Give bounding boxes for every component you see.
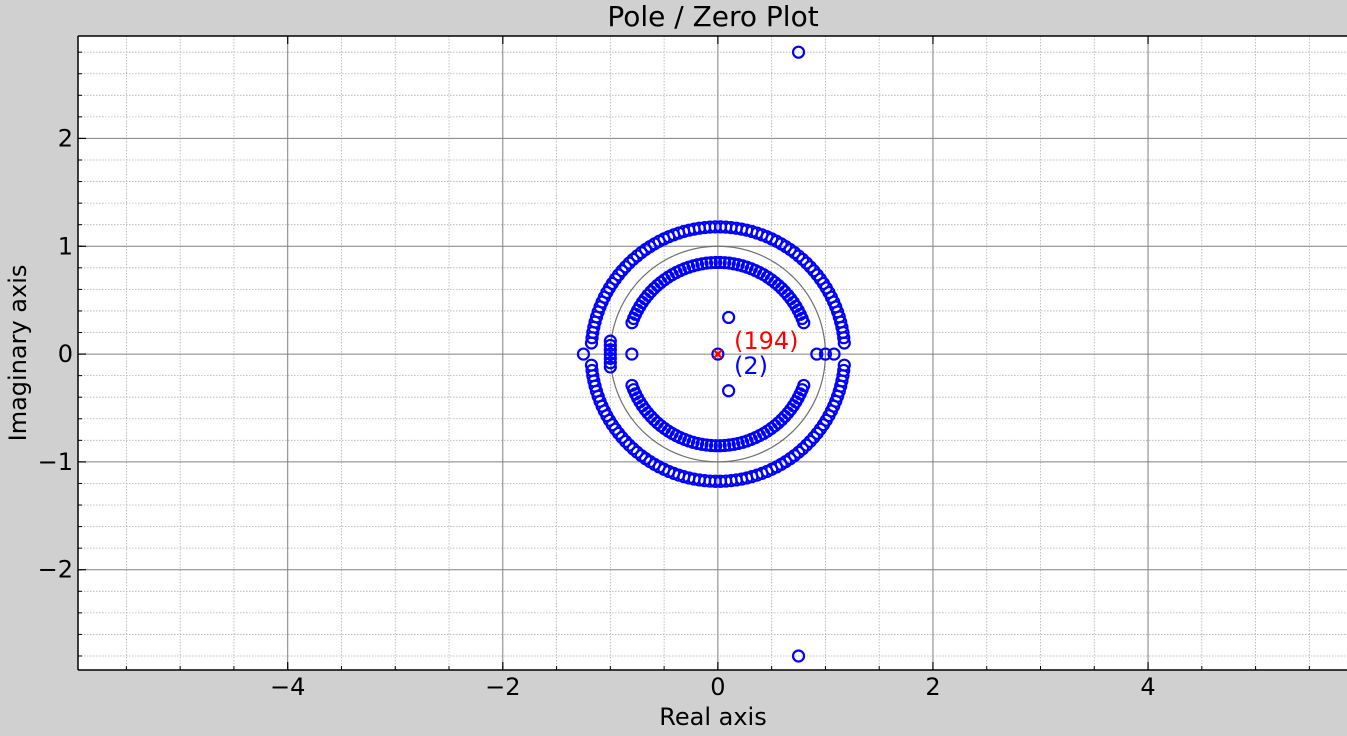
pole-marker [713,349,723,359]
zero-marker [810,347,824,361]
chart-title: Pole / Zero Plot [607,0,818,33]
zero-marker [585,331,599,345]
zero-marker [722,256,736,270]
zero-marker [584,336,599,350]
y-tick-label: 2 [58,124,73,152]
zero-marker [603,334,617,348]
zero-marker [807,264,821,278]
zero-marker [625,378,639,393]
y-tick-label: 1 [58,232,73,260]
zeros-layer [576,45,851,663]
zero-marker [603,343,617,357]
y-tick-label: −2 [38,556,73,584]
zero-marker [799,256,814,270]
zero-marker [584,358,599,372]
zero-marker [803,260,817,274]
zero-marker [618,434,633,448]
zero-marker [818,347,833,361]
zero-marker [704,256,718,270]
zero-marker [713,255,727,270]
zero-marker [603,347,617,361]
x-tick-label: 4 [1140,673,1155,701]
zero-marker [603,351,617,365]
unit-circle [609,245,827,463]
zero-marker [585,363,599,378]
zero-marker [807,430,821,445]
zero-marker [576,347,591,361]
multiplicity-label: (194) [734,327,799,355]
grid [78,36,1347,670]
zero-marker [618,260,633,274]
zero-marker [718,438,732,453]
x-tick-label: −4 [270,673,305,701]
x-tick-label: 0 [710,673,725,701]
annotations-layer: (194)(2) [734,327,799,380]
x-tick-label: 2 [925,673,940,701]
zero-marker [711,347,725,361]
zero-marker [704,438,718,453]
zero-marker [708,255,723,270]
zero-marker [827,347,841,361]
zero-marker [803,434,817,448]
multiplicity-label: (2) [734,352,768,380]
zero-marker [718,256,732,270]
zero-marker [791,649,806,663]
y-tick-label: 0 [58,340,73,368]
zero-marker [722,384,736,398]
x-axis-label: Real axis [659,703,766,731]
zero-marker [622,256,636,270]
zero-marker [791,45,806,59]
zero-marker [722,310,736,325]
zero-marker [603,338,617,353]
zero-marker [626,252,640,266]
zero-marker [722,438,736,452]
zero-marker [603,360,617,374]
x-tick-label: −2 [485,673,520,701]
axes-frame [77,35,1347,671]
zero-marker [799,438,814,452]
zero-marker [713,439,727,453]
unit-circle-layer [609,245,827,463]
y-tick-label: −1 [38,448,73,476]
zero-marker [625,316,639,330]
ticks-layer: −4 −2 0 2 4 −2 −1 0 1 2 [38,36,1310,701]
zero-marker [626,442,640,456]
zero-marker [708,439,723,453]
y-axis-label: Imaginary axis [4,265,32,442]
zero-marker [622,438,636,452]
zero-marker [625,347,639,361]
zero-marker [603,356,617,370]
poles-layer [713,349,723,359]
